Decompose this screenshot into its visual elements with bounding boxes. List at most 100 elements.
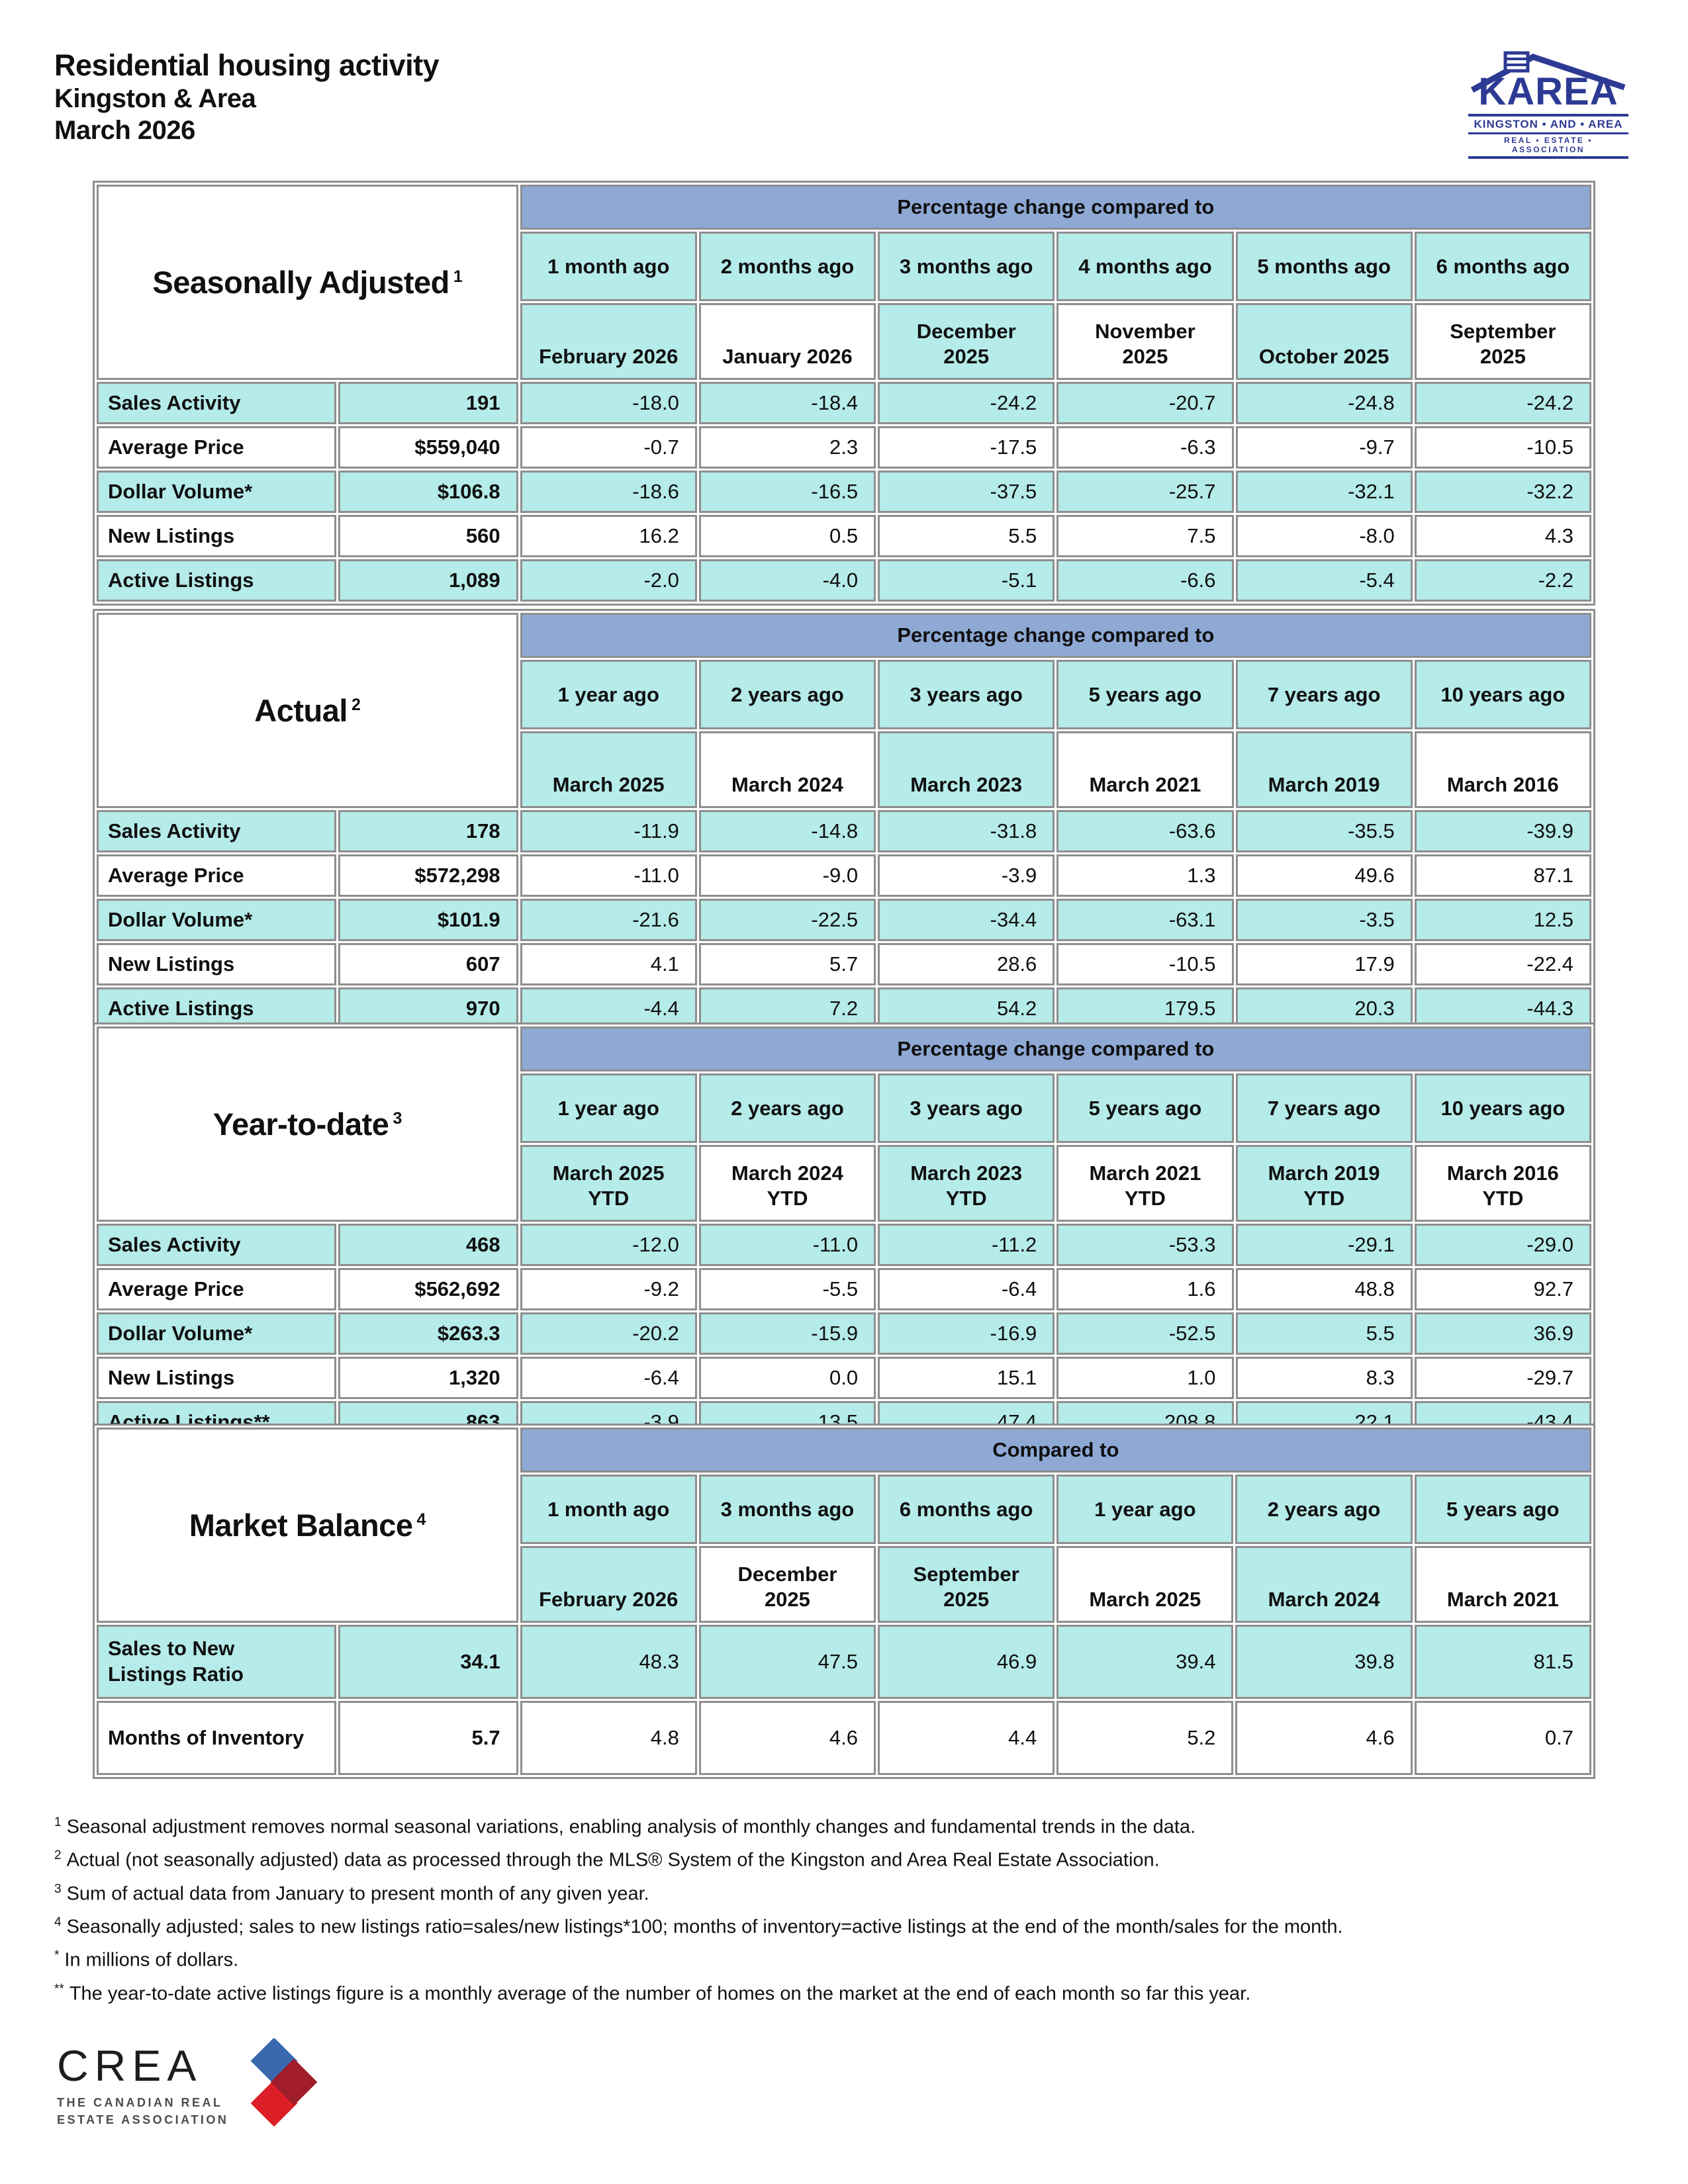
date-header-cell: December 2025 [698, 1546, 876, 1623]
pct-cell: 54.2 [878, 987, 1055, 1030]
year-to-date-table: Year-to-date 3 Percentage change compared… [93, 1023, 1595, 1447]
pct-cell: -25.7 [1056, 471, 1234, 513]
pct-cell: -9.7 [1235, 426, 1413, 469]
band-label: Percentage change compared to [520, 1026, 1591, 1071]
pct-cell: 48.8 [1235, 1268, 1413, 1310]
date-header-cell: March 2019 YTD [1235, 1145, 1413, 1222]
date-header-cell: March 2025 YTD [520, 1145, 697, 1222]
pct-cell: 87.1 [1414, 854, 1591, 897]
pct-cell: -4.0 [698, 559, 876, 602]
compare-header-cell: 3 months ago [878, 232, 1055, 301]
compare-header-cell: 2 years ago [698, 660, 876, 729]
pct-cell: -15.9 [698, 1312, 876, 1355]
pct-cell: -5.5 [698, 1268, 876, 1310]
row-label: Dollar Volume* [97, 471, 337, 513]
footnote-text: Sum of actual data from January to prese… [66, 1883, 649, 1905]
pct-cell: -8.0 [1235, 515, 1413, 557]
pct-cell: -24.2 [1414, 382, 1591, 424]
karea-caption-line1: KINGSTON • AND • AREA [1468, 114, 1628, 134]
pct-cell: -11.0 [520, 854, 697, 897]
pct-cell: -9.0 [698, 854, 876, 897]
pct-cell: 4.6 [698, 1701, 876, 1775]
pct-cell: 5.2 [1056, 1701, 1234, 1775]
table-title: Market Balance 4 [97, 1428, 518, 1623]
row-value: 34.1 [338, 1625, 518, 1699]
footnote-mark: 1 [54, 1815, 62, 1829]
pct-cell: 1.3 [1056, 854, 1234, 897]
table-row: Sales to New Listings Ratio 34.1 48.3 47… [97, 1625, 1591, 1699]
pct-cell: -37.5 [878, 471, 1055, 513]
compare-header-cell: 7 years ago [1235, 1073, 1413, 1143]
table-title: Year-to-date 3 [97, 1026, 518, 1222]
row-label: Average Price [97, 854, 337, 897]
table-row: Dollar Volume* $263.3 -20.2 -15.9 -16.9 … [97, 1312, 1591, 1355]
pct-cell: 28.6 [878, 943, 1055, 985]
row-label: Dollar Volume* [97, 1312, 337, 1355]
date-header-cell: October 2025 [1235, 303, 1413, 380]
pct-cell: -16.5 [698, 471, 876, 513]
crea-logo: CREA THE CANADIAN REAL ESTATE ASSOCIATIO… [57, 2038, 322, 2138]
row-value: $562,692 [338, 1268, 518, 1310]
compare-header-cell: 7 years ago [1235, 660, 1413, 729]
table-footnote-mark: 4 [416, 1510, 426, 1529]
footnote-text: The year-to-date active listings figure … [69, 1983, 1251, 2005]
date-header-cell: February 2026 [520, 1546, 697, 1623]
pct-cell: 4.3 [1414, 515, 1591, 557]
row-label: Sales Activity [97, 1224, 337, 1266]
page-subtitle-month: March 2026 [54, 116, 195, 146]
pct-cell: -24.2 [878, 382, 1055, 424]
compare-header-cell: 5 months ago [1235, 232, 1413, 301]
date-header-cell: March 2019 [1235, 731, 1413, 808]
date-header-cell: March 2016 YTD [1414, 1145, 1591, 1222]
compare-header-cell: 6 months ago [878, 1475, 1055, 1544]
pct-cell: 2.3 [698, 426, 876, 469]
pct-cell: -22.4 [1414, 943, 1591, 985]
band-label: Percentage change compared to [520, 613, 1591, 658]
pct-cell: -63.6 [1056, 810, 1234, 852]
row-value: $559,040 [338, 426, 518, 469]
compare-header-cell: 5 years ago [1056, 1073, 1234, 1143]
pct-cell: -34.4 [878, 899, 1055, 941]
pct-cell: 46.9 [878, 1625, 1055, 1699]
pct-cell: 4.6 [1235, 1701, 1413, 1775]
pct-cell: -24.8 [1235, 382, 1413, 424]
row-value: 5.7 [338, 1701, 518, 1775]
pct-cell: -16.9 [878, 1312, 1055, 1355]
pct-cell: -17.5 [878, 426, 1055, 469]
footnote-mark: * [54, 1948, 60, 1963]
report-header: Residential housing activity Kingston & … [54, 48, 440, 146]
table-footnote-mark: 2 [351, 696, 361, 715]
row-value: $106.8 [338, 471, 518, 513]
table-row: Dollar Volume* $106.8 -18.6 -16.5 -37.5 … [97, 471, 1591, 513]
pct-cell: 16.2 [520, 515, 697, 557]
table-row: Dollar Volume* $101.9 -21.6 -22.5 -34.4 … [97, 899, 1591, 941]
pct-cell: -63.1 [1056, 899, 1234, 941]
row-value: $572,298 [338, 854, 518, 897]
compare-header-cell: 1 year ago [520, 660, 697, 729]
pct-cell: 47.5 [698, 1625, 876, 1699]
pct-cell: -3.9 [878, 854, 1055, 897]
footnote-text: Seasonal adjustment removes normal seaso… [66, 1816, 1196, 1838]
karea-logo: KAREA KINGSTON • AND • AREA REAL • ESTAT… [1468, 50, 1628, 159]
pct-cell: -22.5 [698, 899, 876, 941]
table-row: Sales Activity 191 -18.0 -18.4 -24.2 -20… [97, 382, 1591, 424]
pct-cell: -29.7 [1414, 1357, 1591, 1399]
band-label: Compared to [520, 1428, 1591, 1473]
date-header-cell: March 2021 [1056, 731, 1234, 808]
footnotes: 1 Seasonal adjustment removes normal seas… [54, 1815, 1663, 2015]
pct-cell: 1.6 [1056, 1268, 1234, 1310]
pct-cell: -2.2 [1414, 559, 1591, 602]
row-value: 1,320 [338, 1357, 518, 1399]
footnote: 2 Actual (not seasonally adjusted) data a… [54, 1848, 1663, 1873]
crea-acronym: CREA [57, 2041, 203, 2090]
footnote-text: Actual (not seasonally adjusted) data as… [66, 1850, 1160, 1871]
pct-cell: 0.7 [1414, 1701, 1591, 1775]
table-row: Active Listings 1,089 -2.0 -4.0 -5.1 -6.… [97, 559, 1591, 602]
table-footnote-mark: 1 [453, 267, 463, 287]
row-label: Dollar Volume* [97, 899, 337, 941]
seasonally-adjusted-table: Seasonally Adjusted 1 Percentage change c… [93, 181, 1595, 606]
date-header-cell: March 2025 [1056, 1546, 1234, 1623]
page-title: Residential housing activity [54, 48, 440, 82]
pct-cell: -0.7 [520, 426, 697, 469]
row-value: 560 [338, 515, 518, 557]
